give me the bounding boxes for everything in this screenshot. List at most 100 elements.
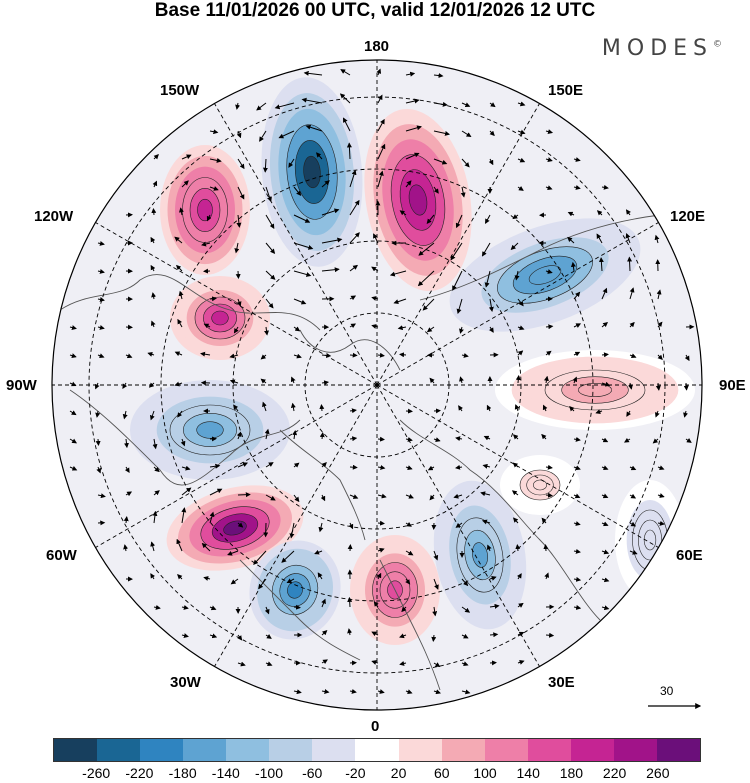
wind-vector xyxy=(595,409,603,415)
wind-vector xyxy=(181,465,191,471)
wind-vector xyxy=(418,242,435,256)
wind-vector xyxy=(433,73,444,79)
wind-vector xyxy=(94,382,100,390)
anomaly-high-alaska-north xyxy=(160,145,250,275)
colorbar-swatch xyxy=(570,739,614,761)
wind-vector xyxy=(265,214,275,229)
wind-vector xyxy=(147,352,155,357)
wind-vector xyxy=(517,602,524,608)
wind-vector xyxy=(377,352,385,358)
wind-vector xyxy=(517,298,524,307)
wind-vector xyxy=(264,606,270,615)
lon-label-0: 0 xyxy=(371,718,380,735)
wind-vector xyxy=(461,158,470,168)
colorbar-swatch xyxy=(441,739,485,761)
wind-vector xyxy=(206,214,212,222)
wind-vector xyxy=(209,488,223,496)
wind-vector xyxy=(176,538,183,552)
wind-vector xyxy=(399,633,407,639)
wind-vector xyxy=(629,493,637,499)
wind-vector xyxy=(150,541,156,552)
wind-vector xyxy=(629,287,635,300)
wind-vector xyxy=(209,633,218,639)
wind-vector xyxy=(319,432,325,440)
wind-vector xyxy=(97,493,106,499)
lon-label-90e: 90E xyxy=(719,377,746,394)
wind-vector xyxy=(97,353,105,359)
brand-copyright: © xyxy=(713,39,722,50)
colorbar-tick-label: 260 xyxy=(646,765,670,781)
wind-vector xyxy=(253,550,267,565)
meridian-line xyxy=(211,384,378,672)
wind-vector xyxy=(321,267,340,273)
wind-vector xyxy=(349,199,360,216)
wind-vector xyxy=(657,354,663,361)
wind-vector xyxy=(657,520,665,526)
wind-vector xyxy=(349,494,359,499)
wind-vector xyxy=(433,101,448,107)
wind-vector xyxy=(264,428,270,440)
lon-label-150w: 150W xyxy=(160,82,200,99)
wind-vector xyxy=(376,68,382,76)
wind-vector xyxy=(97,297,105,302)
wind-vector xyxy=(601,287,608,300)
meridian-line xyxy=(90,219,378,386)
anomaly-contour xyxy=(197,198,213,222)
wind-vector xyxy=(174,236,183,244)
coast-arctic-islands xyxy=(299,329,401,371)
wind-vector xyxy=(373,233,379,244)
colorbar-tick-label: 100 xyxy=(473,765,497,781)
wind-vector xyxy=(426,326,435,333)
wind-vector xyxy=(265,661,273,667)
wind-vector xyxy=(234,242,240,254)
wind-vector xyxy=(69,410,77,416)
colorbar-swatch xyxy=(613,739,657,761)
wind-vector xyxy=(236,431,242,440)
wind-vector xyxy=(181,180,189,188)
wind-vector xyxy=(265,494,276,501)
colorbar-swatch xyxy=(312,739,356,761)
wind-vector xyxy=(601,465,609,471)
wind-vector xyxy=(264,326,269,336)
wind-vector xyxy=(399,210,407,216)
wind-vector xyxy=(377,493,387,499)
wind-vector xyxy=(573,604,582,610)
wind-vector xyxy=(573,291,581,300)
anomaly-contour xyxy=(528,265,562,285)
reference-vector-label: 30 xyxy=(660,684,674,698)
wind-vector xyxy=(377,436,385,442)
wind-vector xyxy=(377,547,385,553)
brand-logo: MODES© xyxy=(602,36,722,61)
wind-vector xyxy=(541,433,547,440)
wind-vector xyxy=(343,117,351,132)
wind-vector xyxy=(657,465,665,471)
wind-vector xyxy=(405,550,414,556)
wind-vector xyxy=(259,130,267,142)
colorbar-swatch xyxy=(97,739,141,761)
wind-vector xyxy=(125,491,133,497)
brand-name: MODES xyxy=(601,36,713,61)
wind-vector xyxy=(512,517,519,524)
anomaly-low-canada xyxy=(130,380,290,480)
wind-vector xyxy=(315,152,323,160)
wind-vector xyxy=(290,402,296,412)
wind-vector xyxy=(517,350,524,356)
anomaly-contour xyxy=(408,184,428,216)
wind-vector xyxy=(652,438,659,444)
wind-vector xyxy=(458,405,463,412)
colorbar-tick-label: -260 xyxy=(82,765,111,781)
wind-vector xyxy=(405,71,416,77)
wind-vector xyxy=(200,351,211,357)
wind-vector xyxy=(545,324,554,330)
wind-vector xyxy=(256,102,267,111)
wind-vector xyxy=(201,542,211,552)
wind-vector xyxy=(321,630,328,636)
wind-vector xyxy=(417,270,435,287)
wind-vector xyxy=(684,354,690,362)
meridian-line xyxy=(376,98,543,386)
wind-vector xyxy=(377,464,386,470)
wind-vector xyxy=(485,214,491,224)
wind-vector xyxy=(654,234,660,244)
wind-vector xyxy=(542,404,548,412)
anomaly-contour xyxy=(303,155,321,189)
